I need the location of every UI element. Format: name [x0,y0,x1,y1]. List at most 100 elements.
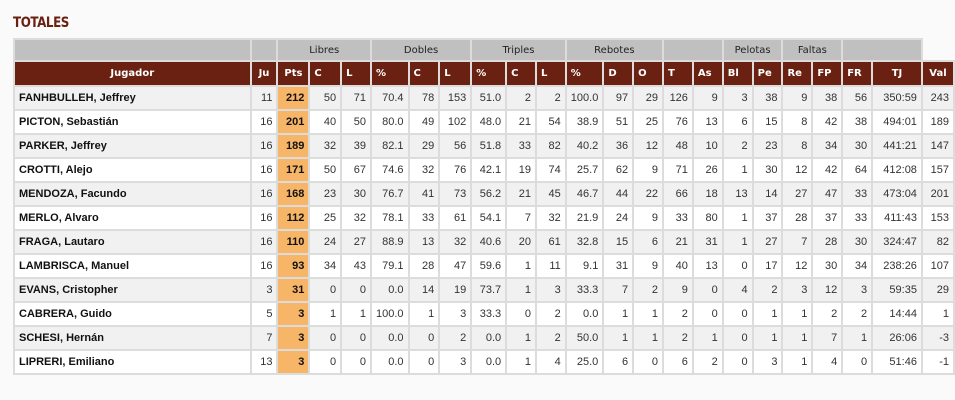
stat-cell: 9 [661,277,694,303]
stat-cell: 1 [632,325,664,351]
stat-cell: 59.6 [470,253,508,279]
column-header[interactable]: Jugador [13,60,252,87]
stat-cell: 48.0 [470,109,508,135]
stat-cell: 27 [781,181,814,207]
table-row: SCHESI, Hernán 7 3 0 0 0.0 0 2 0.0 1 2 50.0 1 1 2 1 0 1 1 7… [13,325,955,351]
column-header[interactable]: C [505,60,537,87]
stat-cell: 7 [249,325,279,351]
column-header[interactable]: Val [920,60,955,87]
stat-cell: 2 [505,85,537,111]
stat-cell: 62 [602,157,635,183]
column-header[interactable]: FR [841,60,874,87]
column-header[interactable]: Pts [276,60,311,87]
stat-cell: 0 [632,349,664,375]
stat-cell: 11 [534,253,567,279]
column-header[interactable]: Ju [249,60,279,87]
stat-cell: 28 [781,205,814,231]
stat-cell: 157 [920,157,955,183]
stat-cell: 31 [602,253,635,279]
stat-cell: 9 [632,253,664,279]
group-header: Dobles [369,38,473,62]
column-header[interactable]: L [534,60,567,87]
column-header[interactable]: L [438,60,473,87]
stat-cell: 24 [308,229,343,255]
column-header[interactable]: Re [781,60,814,87]
stat-cell: 2 [438,325,473,351]
stat-cell: 50.0 [564,325,605,351]
stat-cell: 70.4 [369,85,410,111]
stat-cell: 17 [751,253,784,279]
stat-cell: 59:35 [871,277,923,303]
stat-cell: 13 [721,181,754,207]
column-header[interactable]: D [602,60,635,87]
stat-cell: 25 [308,205,343,231]
stat-cell: 76 [661,109,694,135]
stat-cell: 10 [691,133,724,159]
points-cell: 3 [276,349,311,375]
stat-cell: 2 [811,301,844,327]
column-header[interactable]: % [369,60,410,87]
player-name: CROTTI, Alejo [13,157,252,183]
stat-cell: 1 [721,157,754,183]
stat-cell: 1 [751,325,784,351]
table-row: LIPRERI, Emiliano 13 3 0 0 0.0 0 3 0.0 1 4 25.0 6 0 6 2… [13,349,955,375]
stat-cell: 13 [691,253,724,279]
stat-cell: 73 [438,181,473,207]
stat-cell: -3 [920,325,955,351]
stat-cell: 25.0 [564,349,605,375]
stat-cell: 1 [920,301,955,327]
stat-cell: 0 [721,301,754,327]
points-cell: 93 [276,253,311,279]
player-name: EVANS, Cristopher [13,277,252,303]
points-cell: 3 [276,325,311,351]
column-header[interactable]: L [340,60,372,87]
column-header[interactable]: O [632,60,664,87]
stat-cell: 8 [781,133,814,159]
group-header: Pelotas [721,38,784,62]
column-header[interactable]: As [691,60,724,87]
stat-cell: 1 [781,349,814,375]
stat-cell: 14:44 [871,301,923,327]
column-header[interactable]: C [407,60,441,87]
player-name: CABRERA, Guido [13,301,252,327]
stat-cell: 9 [632,157,664,183]
stat-cell: 78 [407,85,441,111]
stat-cell: 26 [691,157,724,183]
column-header[interactable]: T [661,60,694,87]
points-cell: 201 [276,109,311,135]
group-header [13,38,252,62]
stat-cell: 12 [781,253,814,279]
column-header[interactable]: % [564,60,605,87]
stat-cell: 32 [407,157,441,183]
column-header[interactable]: TJ [871,60,923,87]
stat-cell: 36 [602,133,635,159]
stat-cell: 0 [691,301,724,327]
stat-cell: 47 [438,253,473,279]
column-header[interactable]: C [308,60,343,87]
stat-cell: 9 [691,85,724,111]
stat-cell: 21 [661,229,694,255]
stat-cell: 0.0 [369,325,410,351]
column-header[interactable]: FP [811,60,844,87]
player-name: SCHESI, Hernán [13,325,252,351]
stat-cell: 0 [407,325,441,351]
stat-cell: 102 [438,109,473,135]
stat-cell: 79.1 [369,253,410,279]
column-header[interactable]: Bl [721,60,754,87]
stat-cell: 80.0 [369,109,410,135]
stat-cell: 4 [534,349,567,375]
stat-cell: 9 [781,85,814,111]
table-row: CROTTI, Alejo 16 171 50 67 74.6 32 76 42.1 19 74 25… [13,157,955,183]
stat-cell: 32.8 [564,229,605,255]
stat-cell: 54 [534,109,567,135]
stat-cell: 0 [407,349,441,375]
stat-cell: 201 [920,181,955,207]
stat-cell: 40 [661,253,694,279]
stat-cell: 40 [308,109,343,135]
stat-cell: 28 [811,229,844,255]
stat-cell: 51 [602,109,635,135]
stat-cell: 3 [751,349,784,375]
column-header[interactable]: % [470,60,508,87]
column-header[interactable]: Pe [751,60,784,87]
group-header: Libres [276,38,372,62]
